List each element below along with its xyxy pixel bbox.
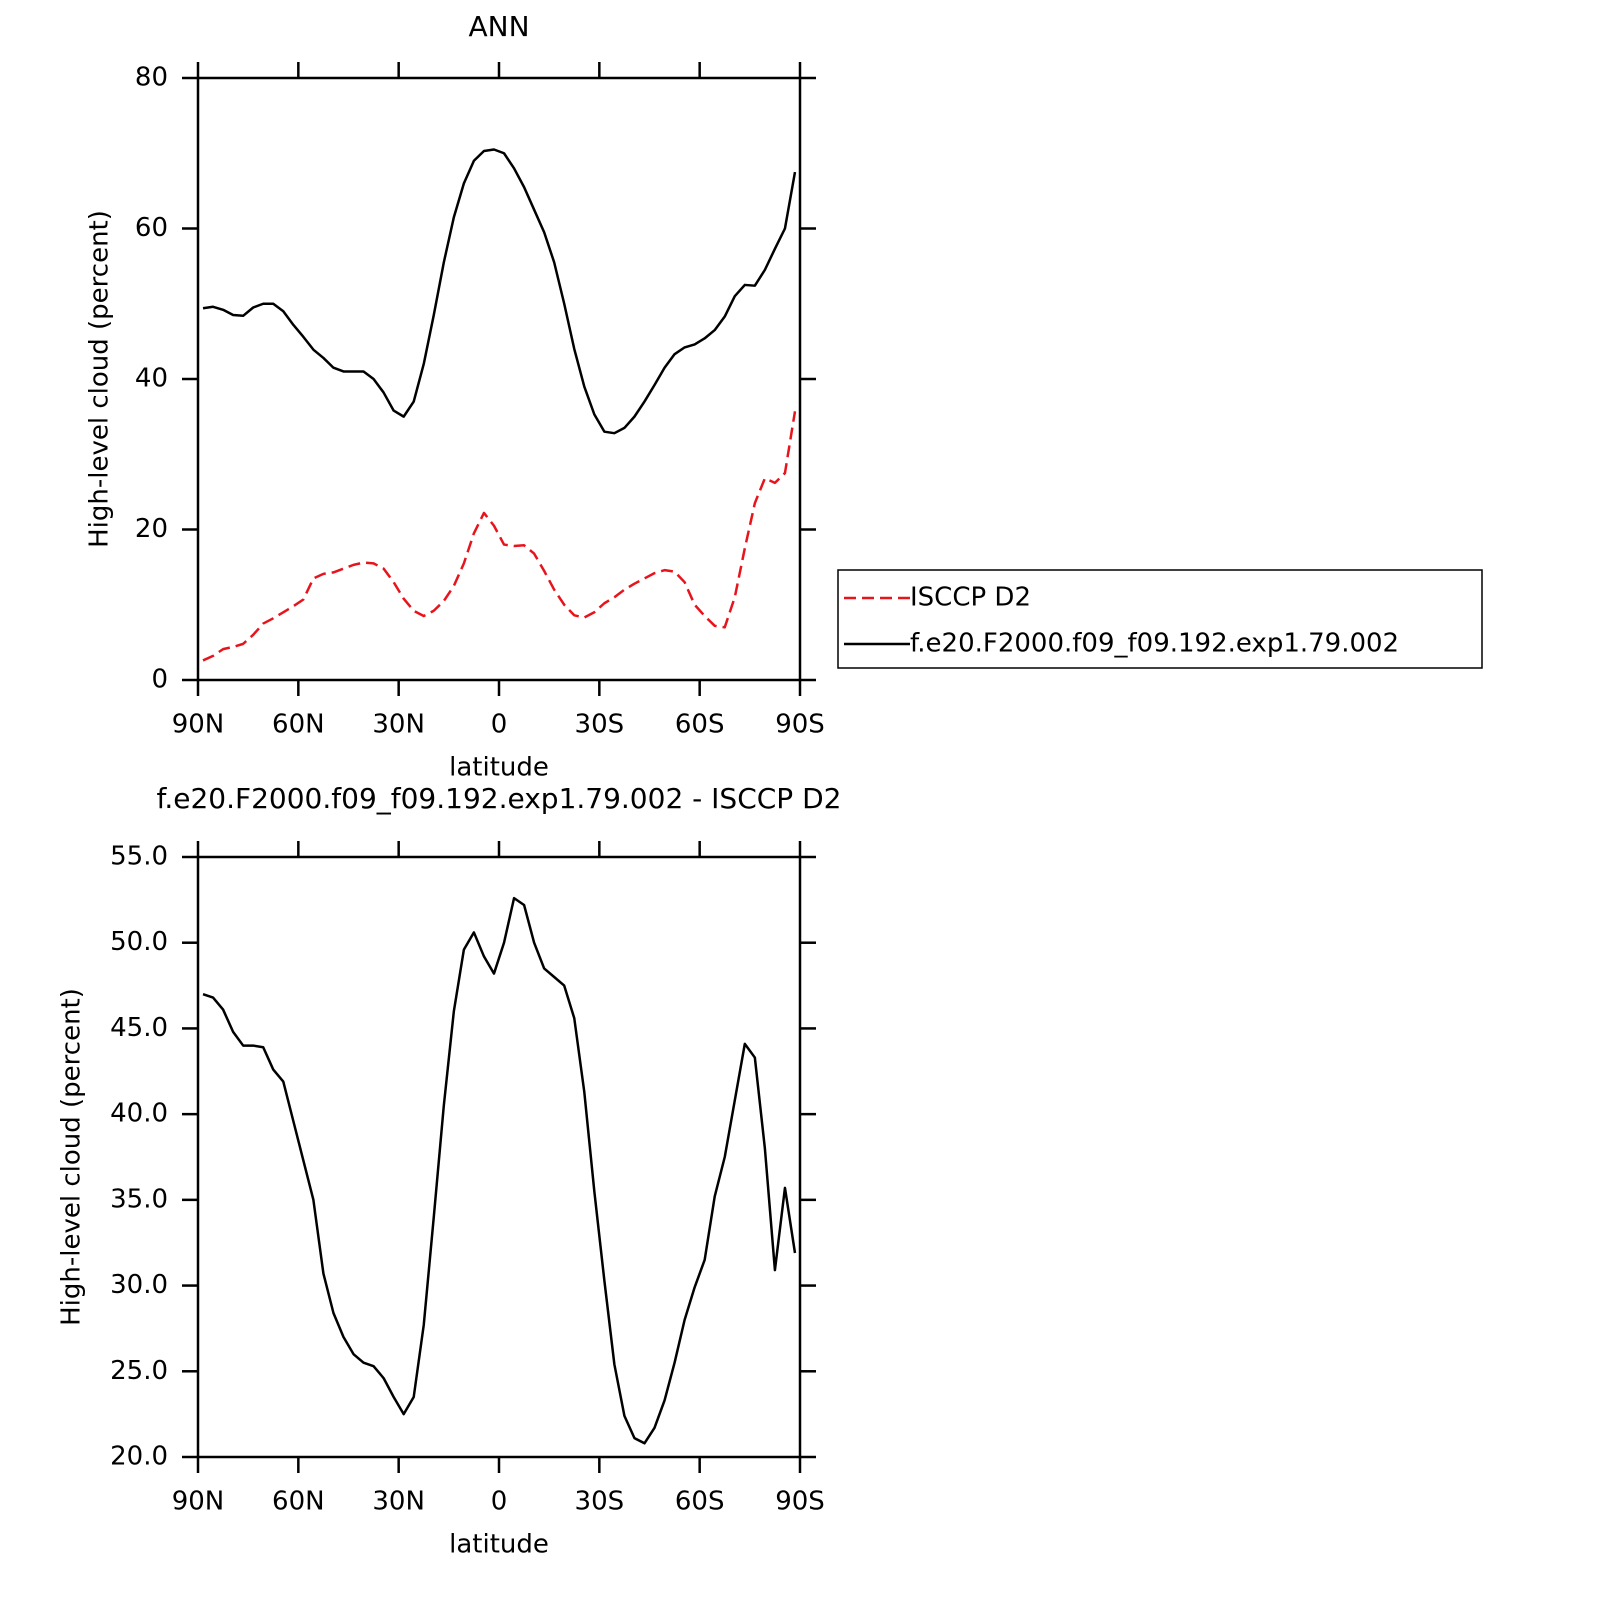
y-tick-label: 45.0 <box>110 1013 168 1043</box>
chart-title: ANN <box>468 10 529 43</box>
chart-title: f.e20.F2000.f09_f09.192.exp1.79.002 - IS… <box>157 782 842 815</box>
legend-box <box>837 569 1483 669</box>
x-tick-label: 90N <box>172 1487 225 1517</box>
x-tick-label: 30N <box>372 710 425 740</box>
y-axis-label: High-level cloud (percent) <box>57 988 87 1326</box>
x-tick-label: 30S <box>575 1487 625 1517</box>
data-line <box>202 411 797 662</box>
x-axis-label: latitude <box>449 1530 549 1560</box>
y-tick-label: 55.0 <box>110 842 168 872</box>
data-line <box>202 896 797 1445</box>
x-axis-label: latitude <box>449 753 549 783</box>
y-tick-label: 40 <box>135 364 168 394</box>
x-tick-label: 0 <box>491 1487 508 1517</box>
legend-label: ISCCP D2 <box>910 583 1031 613</box>
y-axis-label: High-level cloud (percent) <box>85 210 115 548</box>
x-tick-label: 60N <box>272 1487 325 1517</box>
legend-label: f.e20.F2000.f09_f09.192.exp1.79.002 <box>910 629 1399 659</box>
data-line <box>202 148 797 435</box>
y-tick-label: 80 <box>135 63 168 93</box>
y-tick-label: 0 <box>151 665 168 695</box>
x-tick-label: 30S <box>575 710 625 740</box>
x-tick-label: 60S <box>675 710 725 740</box>
x-tick-label: 90S <box>775 1487 825 1517</box>
y-tick-label: 35.0 <box>110 1184 168 1214</box>
x-tick-label: 90N <box>172 710 225 740</box>
y-tick-label: 50.0 <box>110 927 168 957</box>
y-tick-label: 60 <box>135 213 168 243</box>
x-tick-label: 90S <box>775 710 825 740</box>
x-tick-label: 0 <box>491 710 508 740</box>
plot-frame <box>196 855 802 1459</box>
y-tick-label: 20 <box>135 514 168 544</box>
x-tick-label: 60S <box>675 1487 725 1517</box>
x-tick-label: 30N <box>372 1487 425 1517</box>
x-tick-label: 60N <box>272 710 325 740</box>
y-tick-label: 30.0 <box>110 1270 168 1300</box>
y-tick-label: 40.0 <box>110 1099 168 1129</box>
plot-frame <box>196 76 802 682</box>
y-tick-label: 25.0 <box>110 1356 168 1386</box>
y-tick-label: 20.0 <box>110 1442 168 1472</box>
